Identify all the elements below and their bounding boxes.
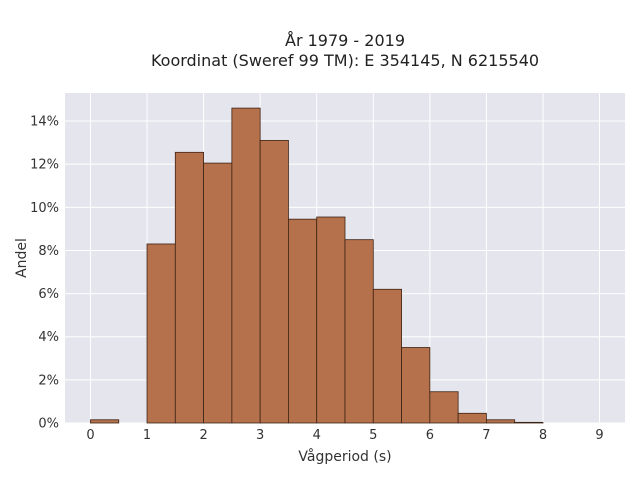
x-tick-label-6: 6 xyxy=(426,428,434,443)
histogram-bar-11 xyxy=(401,347,431,424)
histogram-bar-6 xyxy=(259,140,289,424)
y-tick-label-14: 14% xyxy=(30,115,59,130)
x-tick-label-7: 7 xyxy=(482,428,490,443)
y-tick-label-4: 4% xyxy=(38,330,59,345)
x-tick-label-8: 8 xyxy=(539,428,547,443)
y-tick-labels: 0% 2% 4% 6% 8% 10% 12% 14% xyxy=(30,115,59,432)
y-tick-label-10: 10% xyxy=(30,201,59,216)
histogram-bar-13 xyxy=(457,412,487,424)
y-tick-label-2: 2% xyxy=(38,373,59,388)
y-tick-label-0: 0% xyxy=(38,417,59,432)
histogram-bars xyxy=(90,107,544,424)
y-tick-label-6: 6% xyxy=(38,287,59,302)
chart-title-line1: År 1979 - 2019 xyxy=(285,31,405,50)
histogram-bar-4 xyxy=(203,162,233,424)
x-tick-label-9: 9 xyxy=(595,428,603,443)
x-tick-label-0: 0 xyxy=(86,428,94,443)
x-tick-labels: 0 1 2 3 4 5 6 7 8 9 xyxy=(86,428,603,443)
histogram-bar-3 xyxy=(174,151,204,424)
histogram-bar-15 xyxy=(514,421,544,424)
histogram-bar-2 xyxy=(146,243,176,424)
histogram-bar-12 xyxy=(429,391,459,424)
x-tick-label-1: 1 xyxy=(143,428,151,443)
histogram-bar-7 xyxy=(288,218,318,424)
x-tick-label-5: 5 xyxy=(369,428,377,443)
y-tick-label-8: 8% xyxy=(38,244,59,259)
histogram-bar-10 xyxy=(372,288,402,424)
histogram-bar-14 xyxy=(486,419,516,424)
x-tick-label-3: 3 xyxy=(256,428,264,443)
histogram-bar-5 xyxy=(231,107,261,424)
x-tick-label-4: 4 xyxy=(313,428,321,443)
x-tick-label-2: 2 xyxy=(199,428,207,443)
x-axis-label: Vågperiod (s) xyxy=(298,448,391,465)
y-tick-label-12: 12% xyxy=(30,158,59,173)
chart-title-line2: Koordinat (Sweref 99 TM): E 354145, N 62… xyxy=(151,51,539,70)
histogram-bar-0 xyxy=(90,419,120,424)
histogram-bar-8 xyxy=(316,216,346,424)
y-axis-label: Andel xyxy=(14,238,30,278)
histogram-bar-9 xyxy=(344,239,374,424)
